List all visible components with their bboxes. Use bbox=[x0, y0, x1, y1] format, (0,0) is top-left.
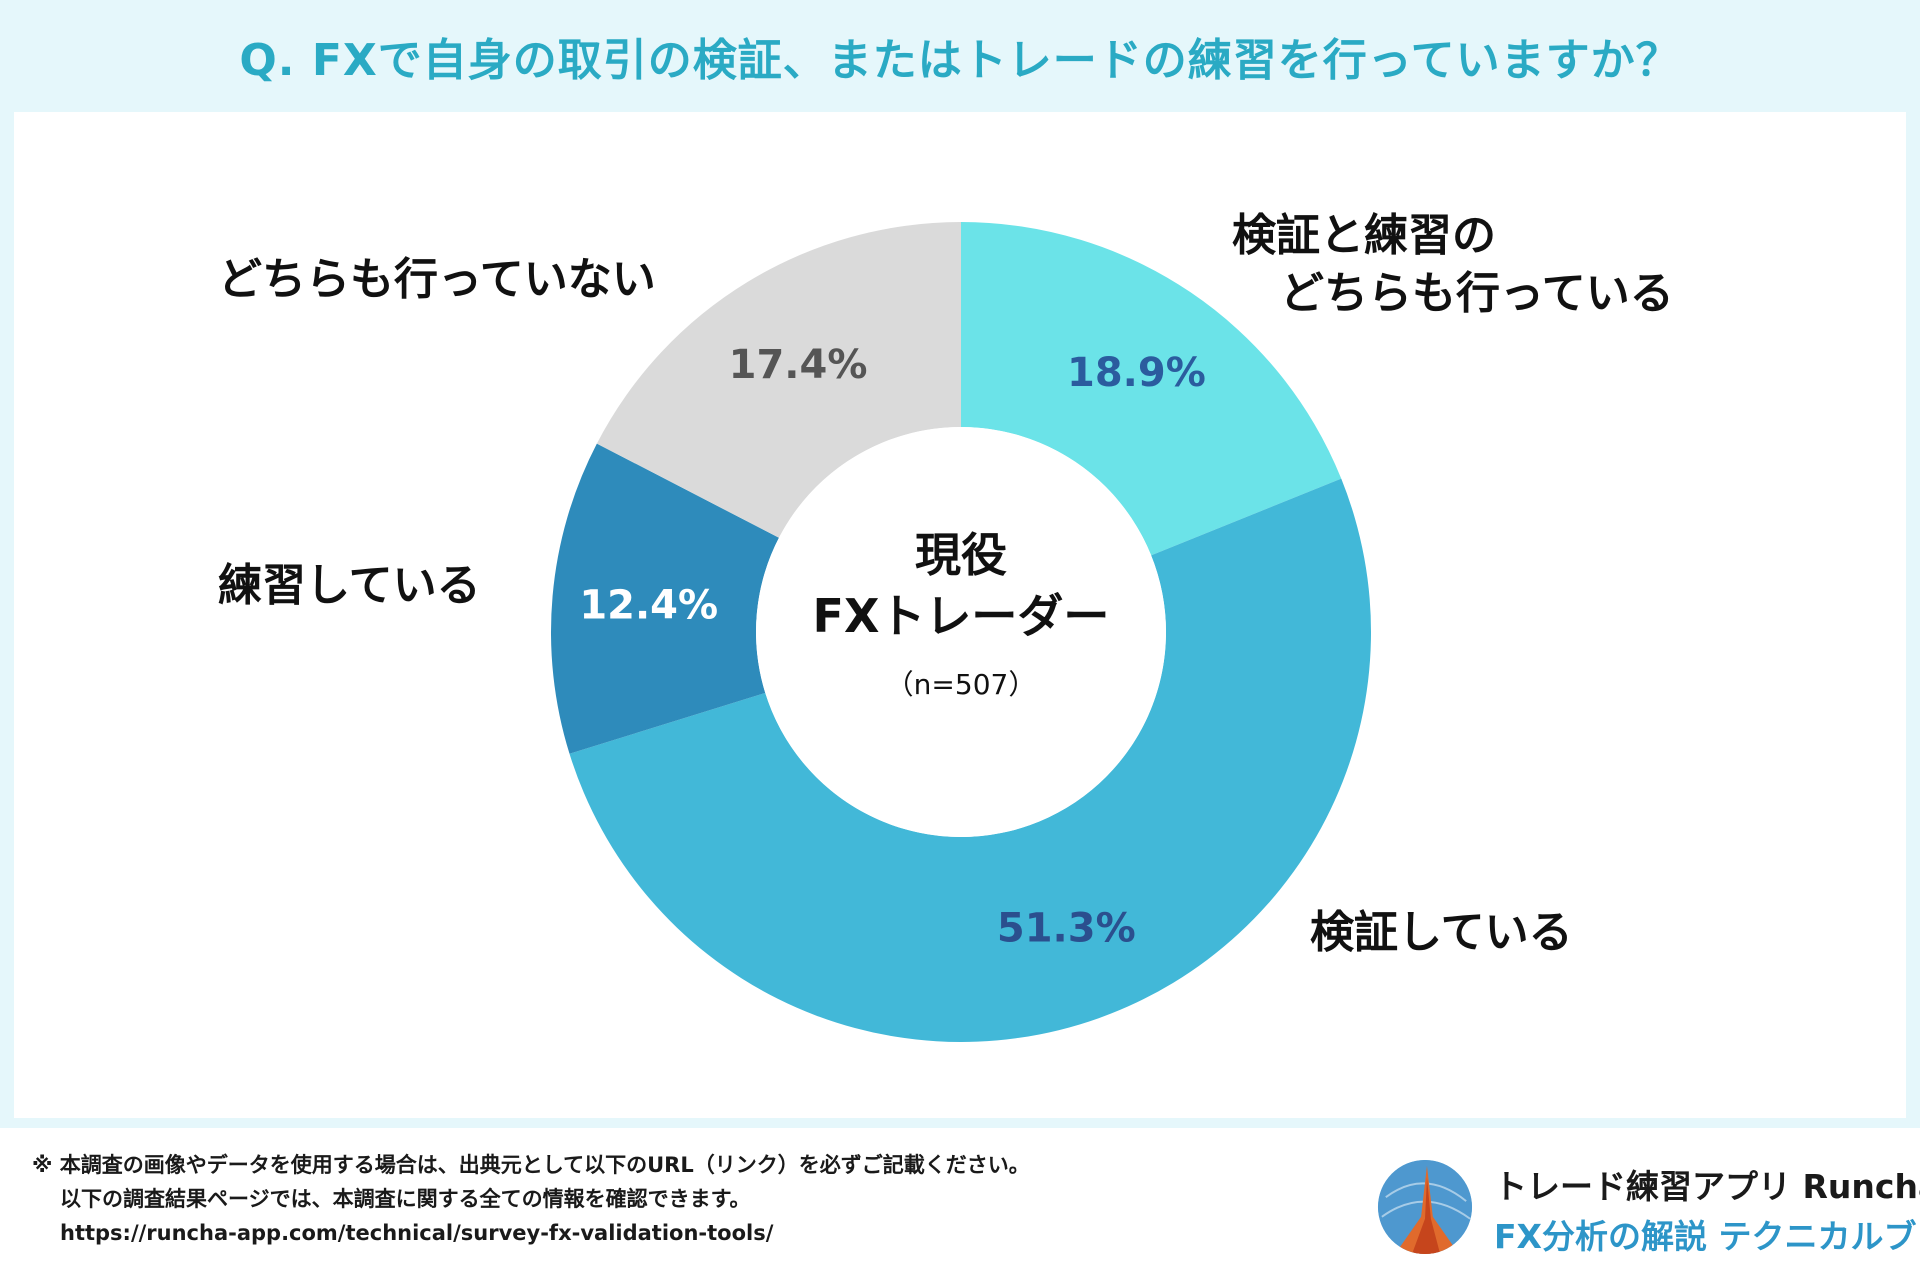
category-label-4-line1: どちらも行っていない bbox=[218, 254, 656, 305]
brand: トレード練習アプリ Runcha FX分析の解説 テクニカルブック bbox=[1376, 1154, 1920, 1264]
category-label-3-line1: 練習している bbox=[218, 560, 481, 611]
slice-value-label-1: 18.9% bbox=[1067, 350, 1206, 396]
header: Q. FXで自身の取引の検証、またはトレードの練習を行っていますか？ bbox=[0, 0, 1920, 112]
donut-slice-4 bbox=[596, 222, 961, 538]
category-label-2-line1: 検証している bbox=[1310, 907, 1573, 958]
slice-value-label-4: 17.4% bbox=[729, 342, 868, 388]
footer: ※ 本調査の画像やデータを使用する場合は、出典元として以下のURL（リンク）を必… bbox=[0, 1128, 1920, 1280]
runcha-logo-icon bbox=[1377, 1159, 1473, 1255]
slice-value-label-3: 12.4% bbox=[579, 582, 718, 628]
brand-subtitle: FX分析の解説 テクニカルブック bbox=[1494, 1217, 1920, 1256]
frame-bottom bbox=[0, 1118, 1920, 1128]
frame-right bbox=[1906, 112, 1920, 1122]
center-label-line1: 現役 bbox=[915, 528, 1007, 582]
frame-left bbox=[0, 112, 14, 1122]
brand-app-name: トレード練習アプリ Runcha bbox=[1494, 1167, 1920, 1206]
center-label: 現役 FXトレーダー （n=507） bbox=[813, 528, 1110, 701]
slice-value-label-2: 51.3% bbox=[997, 905, 1136, 951]
category-label-1-line1: 検証と練習の bbox=[1232, 210, 1496, 261]
donut-slice-2 bbox=[569, 478, 1371, 1042]
donut-slices bbox=[551, 222, 1371, 1042]
slice-value-labels: 18.9% 51.3% 12.4% 17.4% bbox=[579, 342, 1205, 951]
usage-note: ※ 本調査の画像やデータを使用する場合は、出典元として以下のURL（リンク）を必… bbox=[32, 1148, 1030, 1250]
donut-hole bbox=[756, 427, 1166, 837]
category-label-1-line2: どちらも行っている bbox=[1280, 268, 1674, 319]
usage-note-line2: 以下の調査結果ページでは、本調査に関する全ての情報を確認できます。 bbox=[60, 1187, 751, 1211]
donut-slice-1 bbox=[961, 222, 1342, 556]
center-sample-size: （n=507） bbox=[886, 668, 1037, 701]
center-label-line2: FXトレーダー bbox=[813, 589, 1110, 643]
donut-chart: 18.9% 51.3% 12.4% 17.4% 検証と練習のどちらも行っている検証して… bbox=[218, 210, 1674, 1042]
donut-slice-3 bbox=[551, 443, 779, 754]
page-title: Q. FXで自身の取引の検証、またはトレードの練習を行っていますか？ bbox=[239, 35, 1681, 86]
usage-note-line1: ※ 本調査の画像やデータを使用する場合は、出典元として以下のURL（リンク）を必… bbox=[32, 1153, 1030, 1177]
source-url[interactable]: https://runcha-app.com/technical/survey-… bbox=[60, 1221, 774, 1245]
